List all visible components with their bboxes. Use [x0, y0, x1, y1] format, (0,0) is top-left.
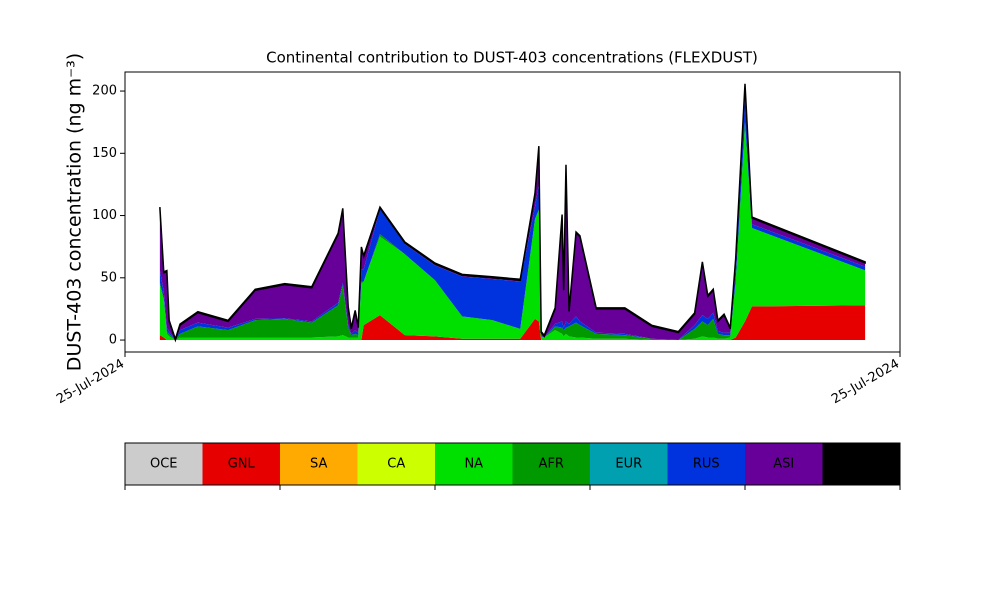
legend-label: OCE — [150, 457, 178, 472]
area — [159, 83, 866, 343]
y-tick-label: 50 — [100, 270, 117, 285]
legend-label: NA — [464, 457, 483, 472]
y-tick-label: 150 — [92, 146, 117, 161]
legend-label: AFR — [539, 457, 564, 472]
legend-label: EUR — [615, 457, 642, 472]
legend-swatch — [667, 443, 745, 485]
plot-area — [159, 83, 866, 343]
legend-swatch — [357, 443, 435, 485]
legend-ticks — [124, 485, 901, 490]
y-tick-label: 200 — [92, 84, 117, 99]
plot-frame — [124, 71, 901, 353]
legend-swatch — [745, 443, 823, 485]
chart-title: Continental contribution to DUST-403 con… — [266, 49, 758, 67]
legend-frame — [124, 442, 901, 486]
y-tick-label: 0 — [109, 333, 117, 348]
area — [159, 97, 866, 341]
area — [159, 305, 866, 341]
legend-label: GNL — [228, 457, 256, 472]
area — [159, 84, 866, 341]
legend-swatch — [512, 443, 590, 485]
legend-swatch — [125, 443, 203, 485]
legend-swatch — [435, 443, 513, 485]
legend-label: RUS — [693, 457, 720, 472]
legend-swatch — [202, 443, 280, 485]
y-axis-label: DUST-403 concentration (ng m⁻³) — [64, 53, 86, 371]
legend-label: CA — [387, 457, 405, 472]
legend-label: ASI — [773, 457, 794, 472]
x-tick-label: 25-Jul-2024 — [829, 356, 902, 407]
legend-label: SA — [310, 457, 327, 472]
y-tick-label: 100 — [92, 208, 117, 223]
legend-swatch — [822, 443, 900, 485]
legend: OCE GNL SA CA NA AFR EUR RUS ASI AUS — [125, 443, 900, 485]
legend-swatch — [280, 443, 358, 485]
legend-label: AUS — [848, 457, 875, 472]
legend-swatch — [590, 443, 668, 485]
